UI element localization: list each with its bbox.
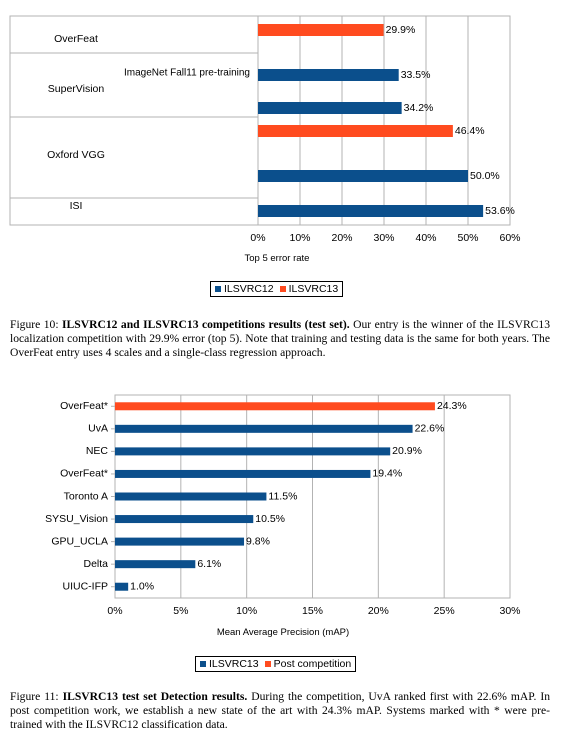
data-label: 29.9% [386, 24, 416, 36]
x-tick-label: 20% [368, 605, 389, 617]
figure-11-caption-text: During the competition, UvA ranked first… [10, 690, 550, 731]
bar-sub-label: ImageNet Fall11 pre-training [124, 68, 250, 79]
data-label: 11.5% [268, 490, 297, 502]
x-tick-label: 40% [415, 232, 436, 244]
x-tick-label: 15% [302, 605, 323, 617]
data-label: 10.5% [255, 513, 285, 525]
legend-label-ilsvrc13: ILSVRC13 [288, 283, 339, 295]
bar-delta-8 [115, 560, 196, 569]
data-label: 50.0% [470, 170, 500, 182]
bar-uiuc-ifp-9 [115, 582, 129, 591]
legend-item-ilsvrc13: ILSVRC13 [279, 283, 339, 295]
legend-label-ilsvrc12: ILSVRC12 [224, 283, 274, 295]
group-label-supervision: SuperVision [48, 83, 105, 95]
figure-11-caption-label: Figure 11: [10, 690, 59, 703]
data-label: 1.0% [130, 581, 154, 593]
category-label-delta: Delta [83, 558, 108, 570]
bar-toronto-a-5 [115, 492, 267, 501]
data-label: 9.8% [246, 535, 270, 547]
bar-isi-6 [258, 205, 484, 217]
figure-10-caption-bold: ILSVRC12 and ILSVRC13 competitions resul… [62, 318, 350, 331]
bar-supervision-2 [258, 69, 399, 81]
x-tick-label: 30% [499, 605, 520, 617]
data-label: 33.5% [401, 69, 431, 81]
category-label-overfeat: OverFeat* [60, 400, 108, 412]
x-axis-label: Mean Average Precision (mAP) [217, 627, 349, 638]
x-tick-label: 10% [236, 605, 257, 617]
figure-10-caption-label: Figure 10: [10, 318, 59, 331]
group-label-isi: ISI [70, 200, 83, 212]
x-tick-label: 30% [373, 232, 394, 244]
bar-overfeat-4 [115, 469, 371, 478]
x-axis-label: Top 5 error rate [245, 253, 310, 264]
data-label: 53.6% [485, 205, 515, 217]
category-label-uiuc-ifp: UIUC-IFP [63, 581, 109, 593]
bar-sysu-vision-6 [115, 515, 254, 524]
figure-11-caption-bold: ILSVRC13 test set Detection results. [62, 690, 248, 703]
category-label-toronto-a: Toronto A [64, 490, 108, 502]
data-label: 6.1% [197, 558, 221, 570]
category-label-nec: NEC [86, 445, 109, 457]
category-label-sysu-vision: SYSU_Vision [45, 513, 108, 525]
x-tick-label: 0% [107, 605, 122, 617]
figure-11-chart: OverFeat* 24.3% UvA 22.6% NEC 20.9% OverFeat* 1… [45, 394, 521, 638]
plot-frame [9, 15, 511, 226]
data-label: 24.3% [437, 400, 467, 412]
bar-oxford-vgg-5 [258, 170, 468, 182]
x-tick-label: 5% [173, 605, 188, 617]
data-label: 20.9% [392, 445, 422, 457]
x-tick-label: 10% [289, 232, 310, 244]
data-label: 46.4% [455, 125, 485, 137]
figure-10-legend: ILSVRC12 ILSVRC13 [210, 281, 344, 297]
category-label-overfeat: OverFeat* [60, 468, 108, 480]
figure-10-caption: Figure 10: ILSVRC12 and ILSVRC13 competi… [10, 318, 550, 360]
x-tick-label: 25% [434, 605, 455, 617]
figure-10-chart: OverFeat SuperVision Oxford VGG ISI 29.9% 33.… [9, 15, 521, 264]
x-tick-label: 20% [331, 232, 352, 244]
legend-swatch-post-competition [264, 661, 271, 667]
bar-supervision-3 [258, 102, 402, 114]
x-tick-label: 50% [457, 232, 478, 244]
legend-swatch-ilsvrc12 [215, 286, 221, 292]
legend-swatch-ilsvrc13 [200, 661, 206, 667]
legend-label-ilsvrc13: ILSVRC13 [209, 658, 259, 670]
bar-nec-3 [115, 447, 391, 456]
group-label-overfeat: OverFeat [54, 33, 98, 45]
legend-item-post-competition: Post competition [264, 658, 352, 670]
category-label-gpu-ucla: GPU_UCLA [51, 535, 108, 547]
bar-overfeat-1 [115, 402, 435, 411]
legend-label-post-competition: Post competition [273, 658, 352, 670]
x-tick-label: 60% [499, 232, 520, 244]
data-label: 22.6% [415, 423, 445, 435]
legend-item-ilsvrc12: ILSVRC12 [215, 283, 274, 295]
category-label-uva: UvA [88, 423, 108, 435]
figure-11-legend: ILSVRC13 Post competition [195, 656, 357, 672]
bar-uva-2 [115, 424, 413, 433]
group-label-oxford-vgg: Oxford VGG [47, 149, 105, 161]
data-label: 19.4% [372, 468, 402, 480]
x-tick-label: 0% [250, 232, 265, 244]
bar-oxford-vgg-4 [258, 125, 453, 137]
data-label: 34.2% [404, 102, 434, 114]
bar-gpu-ucla-7 [115, 537, 245, 546]
bar-overfeat-1 [258, 24, 384, 36]
figure-10-caption-text: Our entry is the winner of the ILSVRC13 … [10, 318, 551, 359]
legend-swatch-ilsvrc13 [279, 286, 286, 292]
legend-item-ilsvrc13: ILSVRC13 [200, 658, 259, 670]
figure-11-caption: Figure 11: ILSVRC13 test set Detection r… [10, 690, 550, 732]
